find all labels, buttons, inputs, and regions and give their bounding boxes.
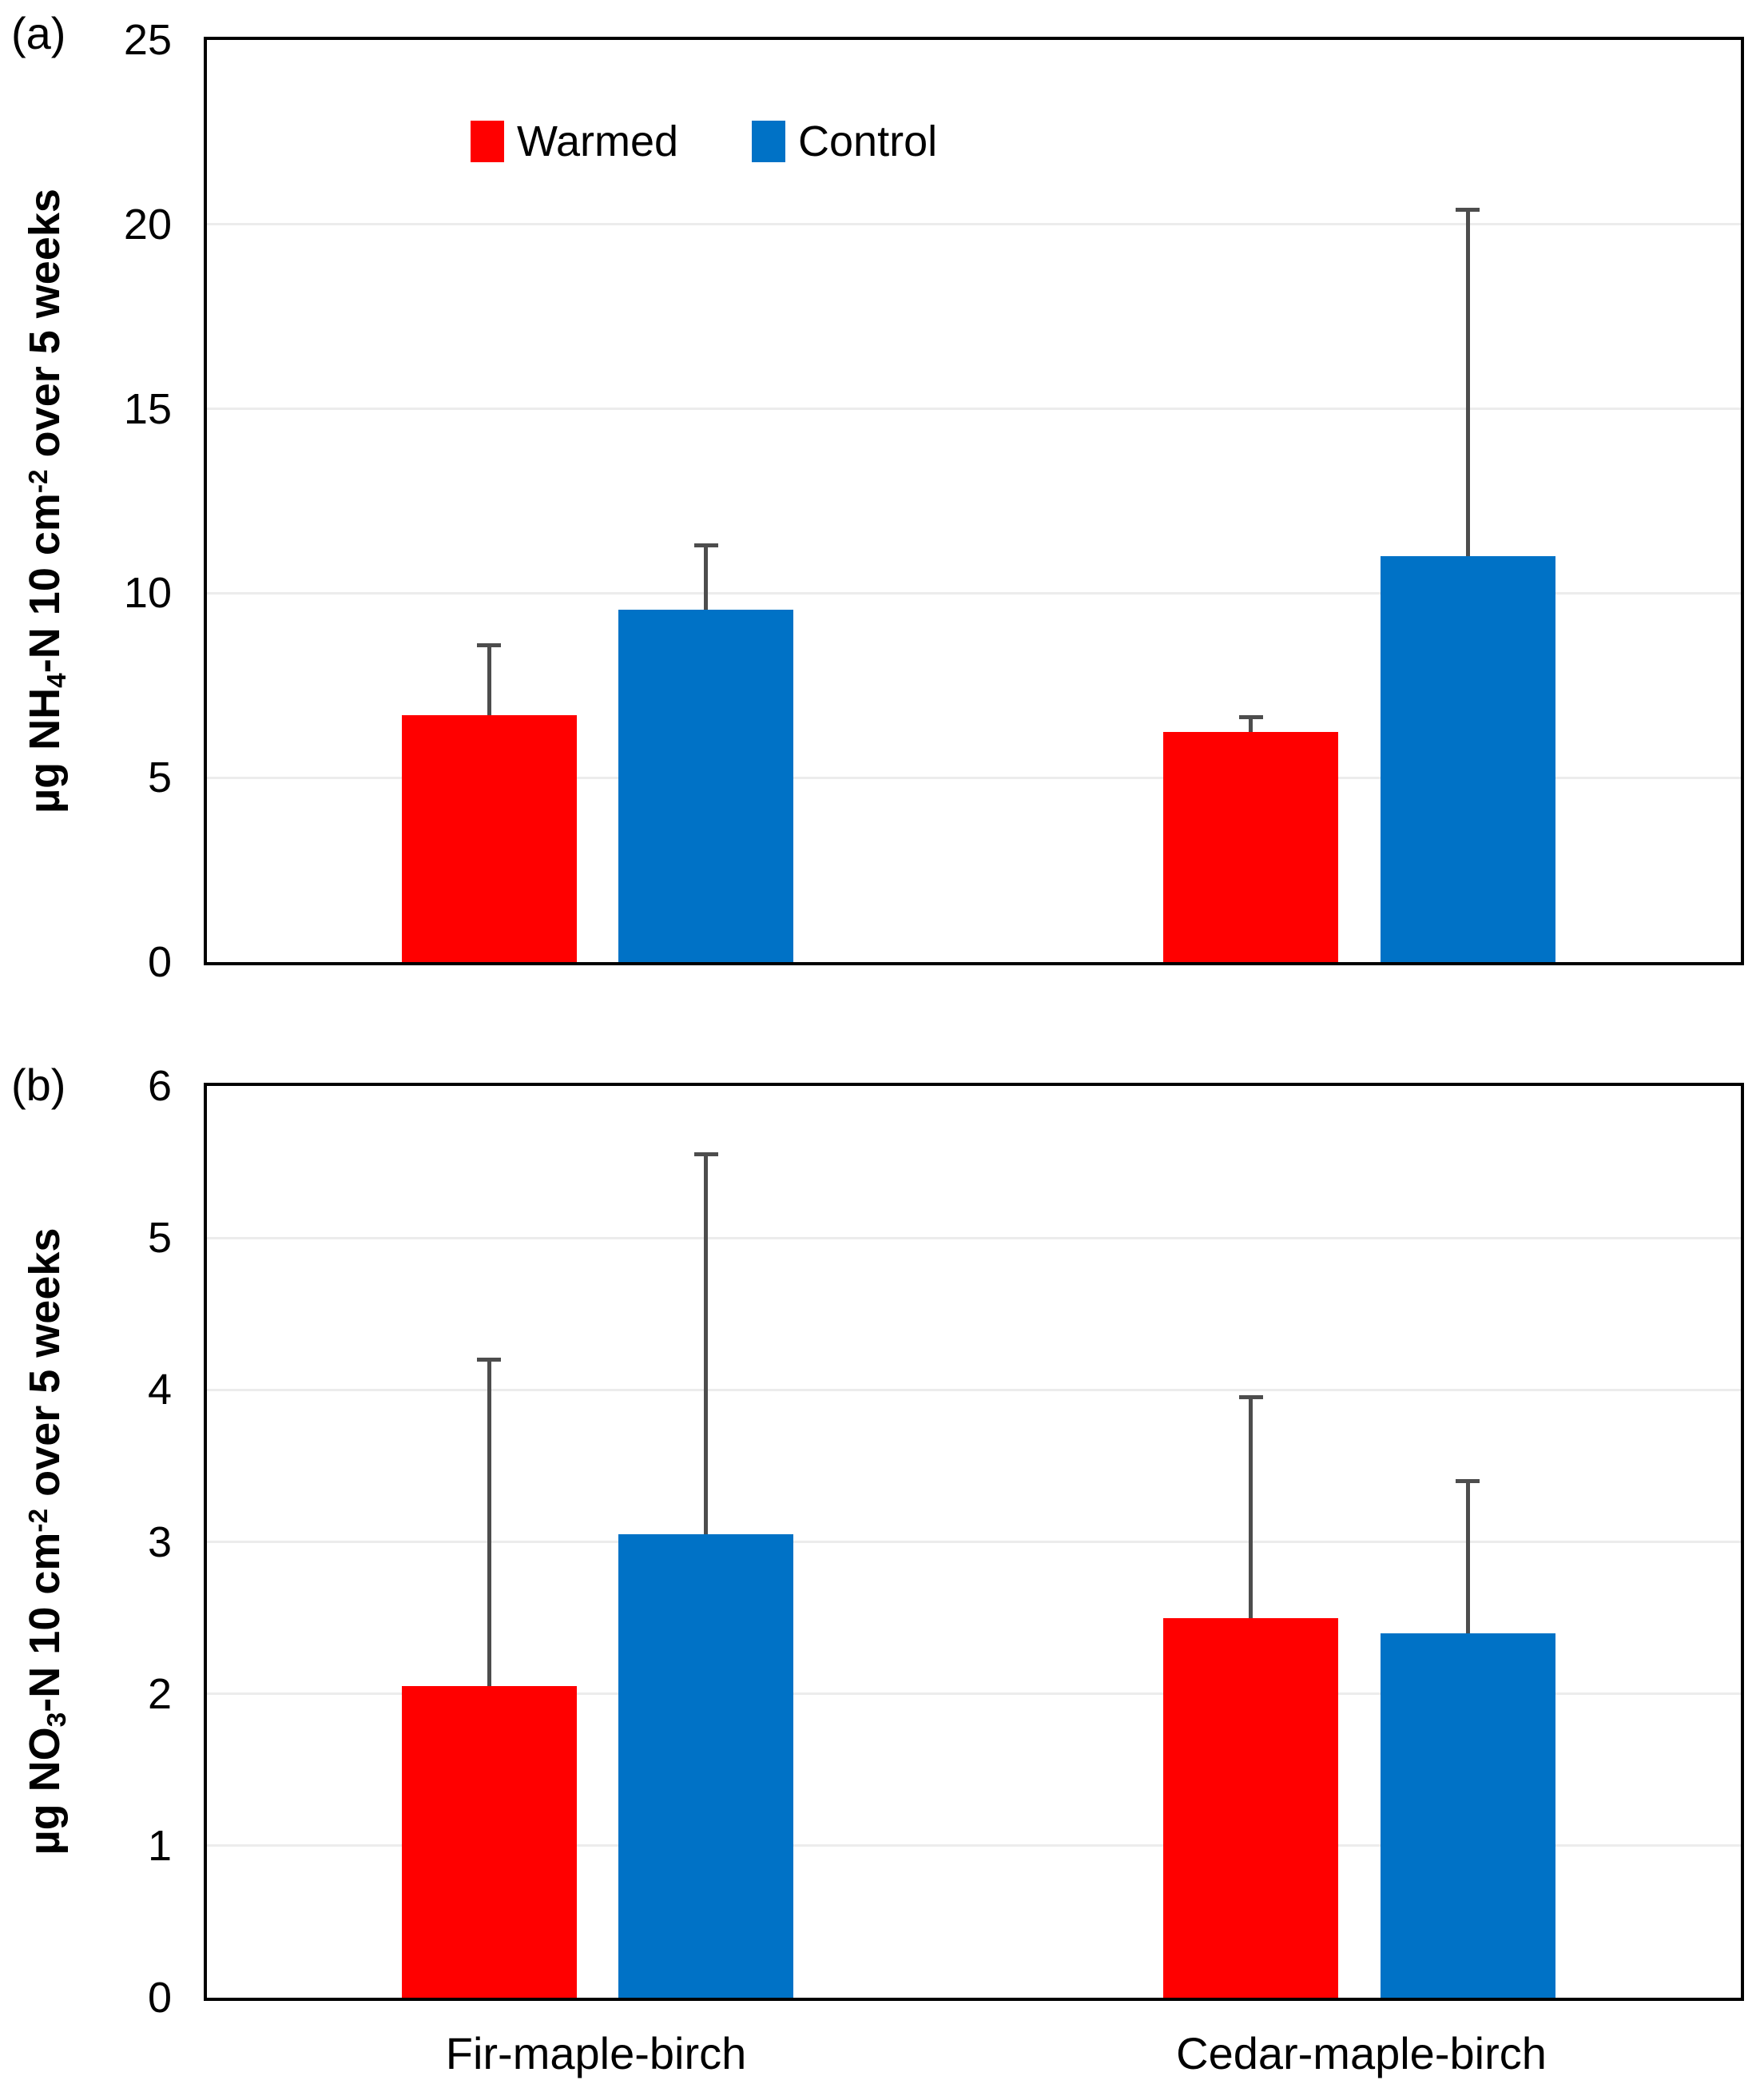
panel-b-plot-area (204, 1083, 1744, 2001)
error-bar-line (487, 1359, 491, 1687)
error-bar-cap (477, 642, 502, 647)
y-tick-label-2: 2 (147, 1669, 172, 1718)
error-bar-line (704, 1154, 709, 1534)
y-tick-label-0: 0 (147, 938, 172, 986)
bar-control-cedar-maple-birch (1380, 556, 1555, 962)
x-category-label-fir-maple-birch: Fir-maple-birch (445, 2028, 747, 2078)
gridline-y-10 (207, 591, 1741, 595)
y-tick-label-10: 10 (123, 569, 172, 618)
y-tick-label-25: 25 (123, 16, 172, 64)
x-category-label-cedar-maple-birch: Cedar-maple-birch (1176, 2028, 1547, 2078)
subscript: 4 (42, 673, 72, 688)
error-bar-cap (693, 1152, 718, 1157)
gridline-y-15 (207, 408, 1741, 411)
y-tick-label-20: 20 (123, 200, 172, 249)
superscript: -2 (24, 469, 54, 494)
error-bar-cap (693, 543, 718, 547)
panel-a-label: (a) (11, 8, 66, 58)
bar-warmed-cedar-maple-birch (1163, 1617, 1339, 1998)
y-tick-label-0: 0 (147, 1974, 172, 2022)
legend: Warmed Control (471, 120, 937, 163)
gridline-y-1 (207, 1844, 1741, 1847)
y-tick-label-6: 6 (147, 1062, 172, 1110)
legend-label-warmed: Warmed (517, 117, 679, 165)
warmed-swatch (471, 121, 504, 162)
legend-label-control: Control (798, 117, 938, 165)
gridline-y-5 (207, 776, 1741, 779)
bar-control-cedar-maple-birch (1380, 1633, 1555, 1998)
error-bar-cap (1456, 1478, 1480, 1483)
panel-a-y-axis-label: µg NH4-N 10 cm-2 over 5 weeks (21, 189, 72, 813)
bar-warmed-cedar-maple-birch (1163, 731, 1339, 962)
error-bar-cap (1238, 1395, 1263, 1400)
error-bar-line (1465, 1481, 1470, 1633)
error-bar-line (704, 545, 709, 611)
legend-item-control: Control (752, 120, 937, 163)
error-bar-line (1249, 1397, 1253, 1618)
y-tick-label-3: 3 (147, 1517, 172, 1566)
error-bar-cap (477, 1357, 502, 1362)
gridline-y-20 (207, 223, 1741, 226)
error-bar-cap (1238, 714, 1263, 719)
control-swatch (752, 121, 786, 162)
gridline-y-3 (207, 1541, 1741, 1543)
y-tick-label-5: 5 (147, 1214, 172, 1263)
panel-a-plot-area: Warmed Control (204, 37, 1744, 965)
error-bar-cap (1456, 207, 1480, 212)
gridline-y-4 (207, 1388, 1741, 1391)
y-tick-label-5: 5 (147, 754, 172, 802)
y-tick-label-15: 15 (123, 384, 172, 433)
bar-warmed-fir-maple-birch (401, 714, 577, 962)
y-tick-label-1: 1 (147, 1821, 172, 1870)
legend-item-warmed: Warmed (471, 120, 678, 163)
bar-warmed-fir-maple-birch (401, 1686, 577, 1998)
error-bar-line (1249, 717, 1253, 732)
panel-b-label: (b) (11, 1060, 66, 1110)
gridline-y-5 (207, 1236, 1741, 1239)
gridline-y-2 (207, 1692, 1741, 1696)
error-bar-line (487, 645, 491, 715)
error-bar-line (1465, 209, 1470, 557)
bar-control-fir-maple-birch (618, 610, 794, 962)
bar-control-fir-maple-birch (618, 1534, 794, 1998)
y-tick-label-4: 4 (147, 1366, 172, 1414)
